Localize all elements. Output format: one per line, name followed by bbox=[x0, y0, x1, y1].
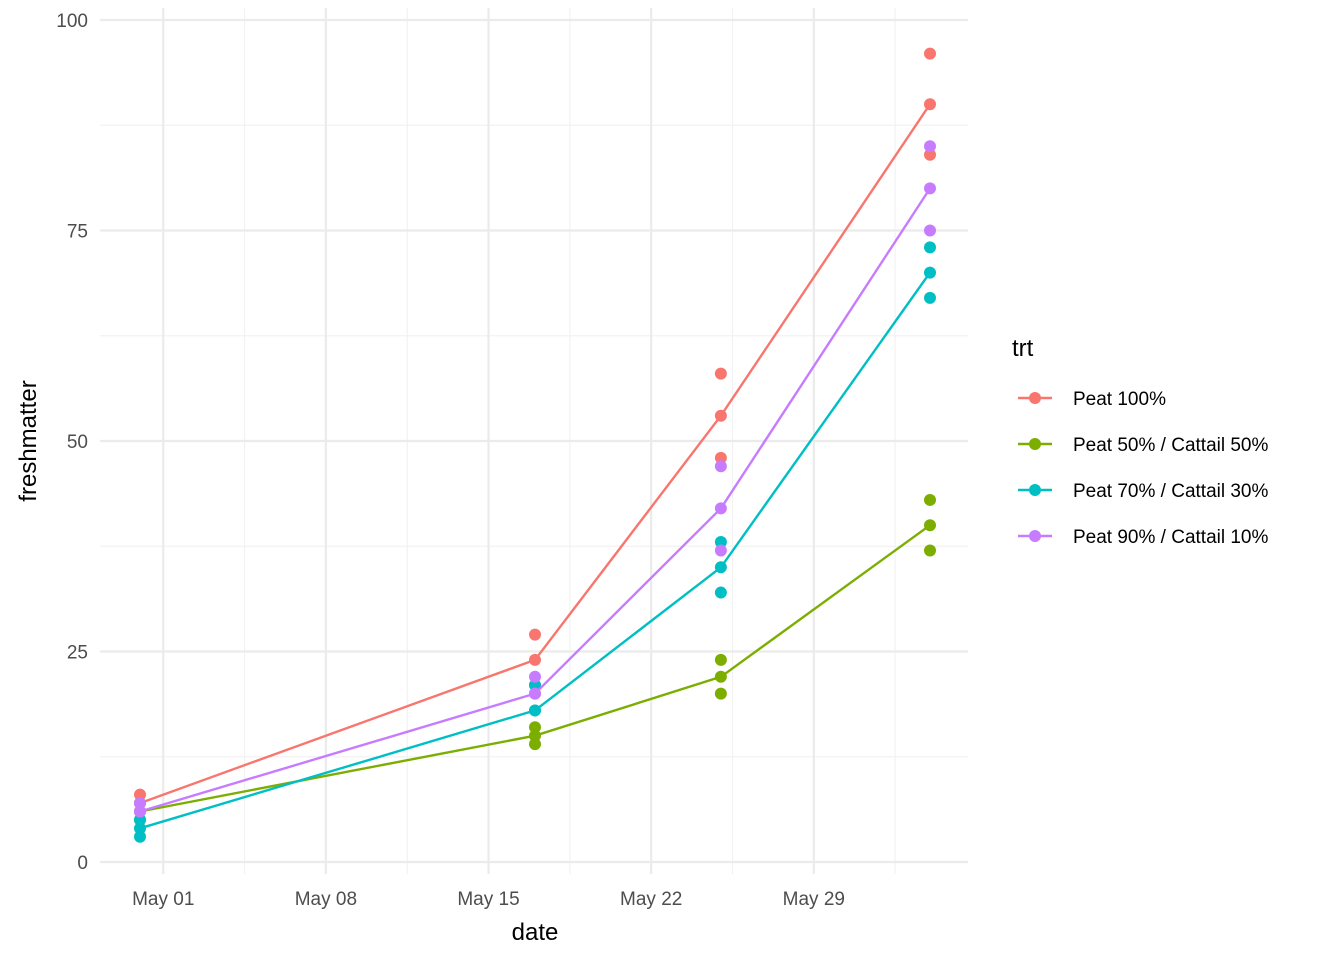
data-point bbox=[134, 788, 146, 801]
series-group bbox=[134, 241, 936, 843]
legend-key-point bbox=[1029, 392, 1041, 404]
data-point bbox=[924, 98, 936, 111]
data-point bbox=[134, 813, 146, 826]
legend: trt Peat 100%Peat 50% / Cattail 50%Peat … bbox=[1012, 335, 1268, 548]
data-point bbox=[134, 830, 146, 843]
x-axis-ticks: May 01 May 08 May 15 May 22 May 29 bbox=[132, 889, 845, 910]
legend-key-point bbox=[1029, 484, 1041, 496]
data-point bbox=[924, 493, 936, 506]
data-point bbox=[714, 451, 727, 464]
legend-item: Peat 50% / Cattail 50% bbox=[1018, 435, 1268, 456]
legend-label: Peat 50% / Cattail 50% bbox=[1073, 435, 1268, 456]
series-layer bbox=[134, 47, 936, 843]
data-point bbox=[134, 822, 146, 835]
data-point bbox=[529, 738, 541, 751]
data-point bbox=[924, 47, 936, 60]
data-point bbox=[714, 409, 727, 422]
data-point bbox=[714, 367, 727, 380]
legend-label: Peat 70% / Cattail 30% bbox=[1073, 481, 1268, 502]
legend-key-point bbox=[1029, 530, 1041, 542]
data-point bbox=[924, 140, 936, 153]
data-point bbox=[529, 687, 541, 700]
x-tick-label: May 08 bbox=[295, 889, 357, 910]
data-point bbox=[924, 224, 936, 237]
y-tick-label: 25 bbox=[67, 643, 88, 664]
data-point bbox=[529, 721, 541, 734]
data-point bbox=[529, 679, 541, 692]
data-point bbox=[924, 291, 936, 304]
series-group bbox=[134, 140, 936, 818]
data-point bbox=[924, 148, 936, 161]
major-gridlines bbox=[100, 8, 968, 874]
y-axis-ticks: 0 25 50 75 100 bbox=[56, 11, 88, 874]
data-point bbox=[714, 653, 727, 666]
x-tick-label: May 15 bbox=[457, 889, 519, 910]
data-point bbox=[924, 241, 936, 254]
data-point bbox=[529, 729, 541, 742]
x-tick-label: May 22 bbox=[620, 889, 682, 910]
legend-item: Peat 90% / Cattail 10% bbox=[1018, 527, 1268, 548]
data-point bbox=[714, 687, 727, 700]
legend-label: Peat 90% / Cattail 10% bbox=[1073, 527, 1268, 548]
data-point bbox=[924, 519, 936, 532]
series-line bbox=[139, 271, 931, 830]
x-tick-label: May 01 bbox=[132, 889, 194, 910]
data-point bbox=[714, 670, 727, 683]
data-point bbox=[134, 805, 146, 818]
data-point bbox=[714, 460, 727, 473]
data-point bbox=[924, 544, 936, 557]
legend-item: Peat 70% / Cattail 30% bbox=[1018, 481, 1268, 502]
data-point bbox=[924, 182, 936, 195]
y-tick-label: 100 bbox=[56, 11, 88, 32]
data-point bbox=[714, 536, 727, 549]
data-point bbox=[529, 670, 541, 683]
x-axis-title: date bbox=[512, 919, 559, 946]
series-line bbox=[139, 524, 931, 813]
data-point bbox=[714, 544, 727, 557]
data-point bbox=[529, 653, 541, 666]
y-axis-title: freshmatter bbox=[15, 380, 42, 501]
series-line bbox=[139, 103, 931, 805]
x-tick-label: May 29 bbox=[783, 889, 845, 910]
y-tick-label: 0 bbox=[77, 853, 88, 874]
y-tick-label: 50 bbox=[67, 432, 88, 453]
legend-label: Peat 100% bbox=[1073, 389, 1166, 410]
legend-title: trt bbox=[1012, 335, 1034, 362]
data-point bbox=[714, 502, 727, 515]
data-point bbox=[134, 797, 146, 810]
data-point bbox=[529, 628, 541, 641]
data-point bbox=[714, 586, 727, 599]
data-point bbox=[924, 266, 936, 279]
series-line bbox=[139, 187, 932, 813]
legend-key-point bbox=[1029, 438, 1041, 450]
legend-items: Peat 100% Peat 50% / Cattail 50% Peat 70% … bbox=[1018, 389, 1268, 548]
data-point bbox=[529, 704, 541, 717]
y-tick-label: 75 bbox=[67, 222, 88, 243]
data-point bbox=[714, 561, 727, 574]
legend-item: Peat 100% bbox=[1018, 389, 1166, 410]
